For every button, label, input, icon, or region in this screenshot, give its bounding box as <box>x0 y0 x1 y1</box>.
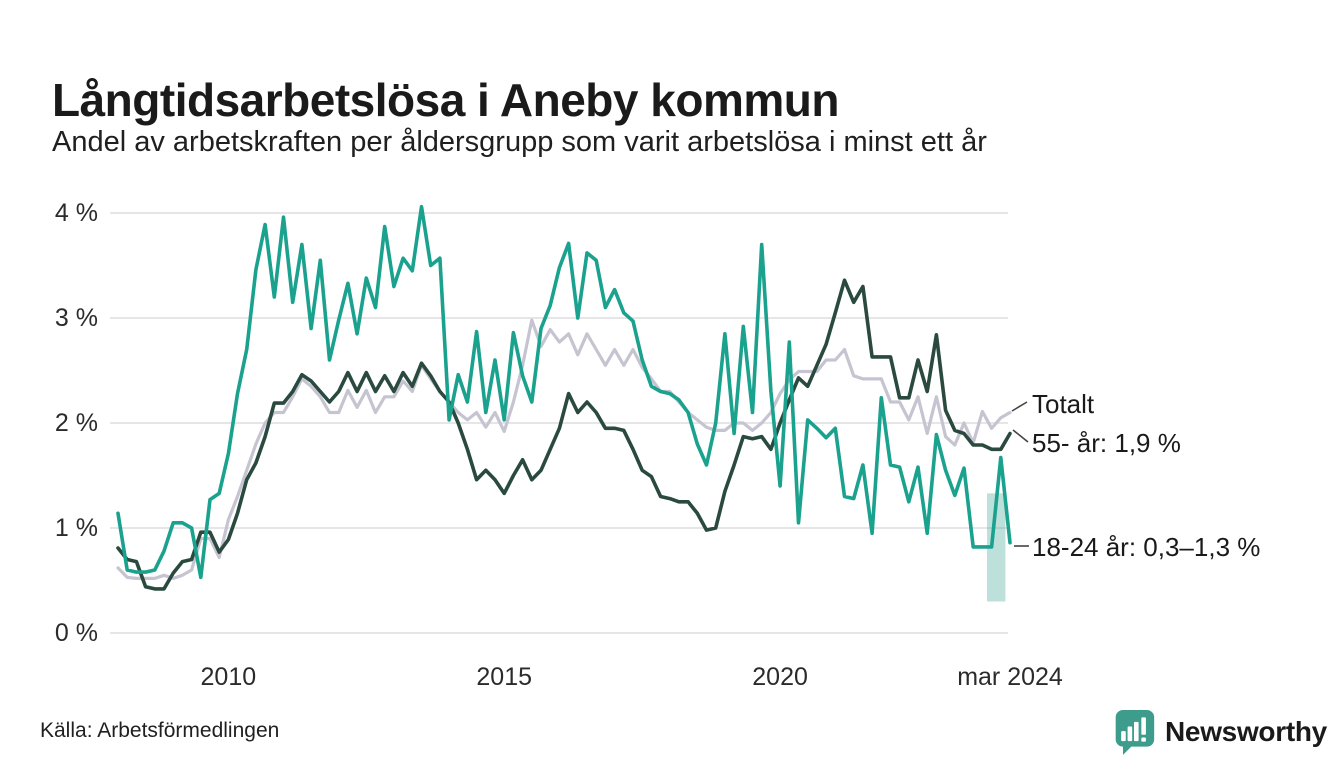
connector-totalt <box>1011 401 1028 412</box>
newsworthy-bubble-icon <box>1115 710 1155 755</box>
y-tick-label-1: 1 % <box>54 514 98 542</box>
annotation-18-24-ar: 18-24 år: 0,3–1,3 % <box>1032 532 1261 562</box>
series-line-55-r <box>116 278 1012 591</box>
source-note: Källa: Arbetsförmedlingen <box>40 719 280 742</box>
annotation-connectors <box>1011 401 1029 547</box>
uncertainty-band-rect <box>987 493 1006 602</box>
x-tick-label-2010: 2010 <box>200 663 257 691</box>
annotation-totalt: Totalt <box>1032 389 1095 419</box>
y-tick-label-3: 3 % <box>54 304 98 332</box>
y-tick-label-0: 0 % <box>54 619 98 647</box>
series-line-totalt <box>116 318 1012 581</box>
newsworthy-logo-text: Newsworthy <box>1165 716 1327 747</box>
annotation-55-ar: 55- år: 1,9 % <box>1032 428 1181 458</box>
x-tick-label-mar-2024: mar 2024 <box>957 663 1063 691</box>
series-lines <box>116 204 1012 591</box>
page-subtitle: Andel av arbetskraften per åldersgrupp s… <box>52 126 987 158</box>
uncertainty-band <box>987 493 1006 602</box>
connector-55 <box>1012 429 1029 443</box>
page-title: Långtidsarbetslösa i Aneby kommun <box>52 73 839 126</box>
x-tick-label-2015: 2015 <box>476 663 533 691</box>
series-line-18-24-r <box>116 204 1012 580</box>
y-tick-label-4: 4 % <box>54 199 98 227</box>
newsworthy-logo: Newsworthy <box>1112 708 1327 756</box>
y-tick-label-2: 2 % <box>54 409 98 437</box>
x-tick-label-2020: 2020 <box>752 663 808 691</box>
